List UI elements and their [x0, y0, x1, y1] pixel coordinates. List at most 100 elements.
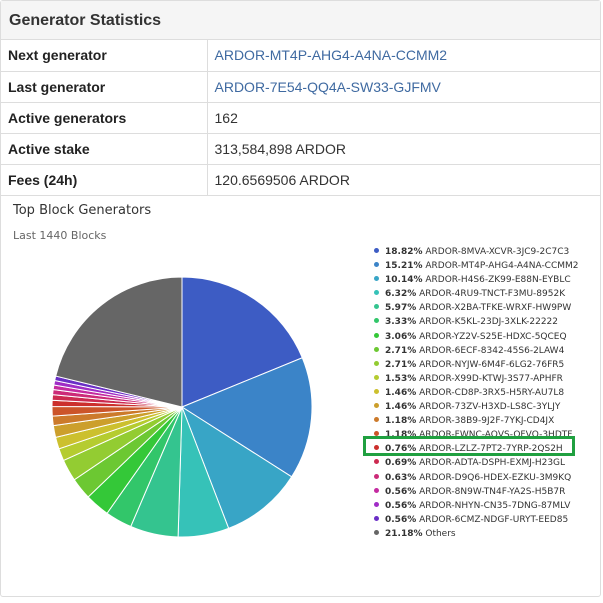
legend-dot-icon [374, 529, 379, 535]
legend-percent: 2.71% [385, 345, 417, 356]
legend-label: ARDOR-D9Q6-HDEX-EZKU-3M9KQ [416, 472, 572, 483]
legend-item[interactable]: 0.56% ARDOR-6CMZ-NDGF-URYT-EED85 [374, 513, 579, 527]
panel-title: Generator Statistics [1, 1, 600, 40]
legend-label: Others [422, 528, 456, 539]
pie-slice[interactable] [180, 357, 313, 478]
stats-key: Active generators [1, 102, 208, 134]
legend-percent: 3.06% [385, 331, 417, 342]
legend-dot-icon [374, 403, 379, 409]
stats-key: Last generator [1, 71, 208, 103]
legend-item[interactable]: 21.18% Others [374, 527, 579, 541]
stats-table: Next generator ARDOR-MT4P-AHG4-A4NA-CCMM… [1, 40, 600, 196]
legend-dot-icon [374, 473, 379, 479]
legend-item[interactable]: 3.33% ARDOR-K5KL-23DJ-3XLK-22222 [374, 315, 579, 329]
legend-dot-icon [374, 515, 379, 521]
legend-label: ARDOR-NHYN-CN35-7DNG-87MLV [416, 500, 571, 511]
legend-dot-icon [374, 431, 379, 437]
legend-item[interactable]: 6.32% ARDOR-4RU9-TNCT-F3MU-8952K [374, 287, 579, 301]
legend-percent: 1.18% [385, 430, 417, 441]
legend-label: ARDOR-LZLZ-7PT2-7YRP-2QS2H [416, 444, 563, 455]
legend-percent: 0.76% [385, 444, 417, 455]
stats-row-last-generator: Last generator ARDOR-7E54-QQ4A-SW33-GJFM… [1, 71, 600, 103]
legend-label: ARDOR-4RU9-TNCT-F3MU-8952K [416, 289, 566, 300]
legend-label: ARDOR-MT4P-AHG4-A4NA-CCMM2 [422, 261, 579, 272]
legend-item[interactable]: 0.69% ARDOR-ADTA-DSPH-EXMJ-H23GL [374, 456, 579, 470]
legend-label: ARDOR-CD8P-3RX5-H5RY-AU7L8 [416, 387, 565, 398]
legend-item[interactable]: 1.18% ARDOR-38B9-9J2F-7YKJ-CD4JX [374, 414, 579, 428]
pie-slice[interactable] [55, 276, 183, 408]
legend-percent: 1.53% [385, 373, 417, 384]
last-generator-link[interactable]: ARDOR-7E54-QQ4A-SW33-GJFMV [214, 78, 441, 95]
legend-item[interactable]: 1.46% ARDOR-CD8P-3RX5-H5RY-AU7L8 [374, 386, 579, 400]
legend-dot-icon [374, 459, 379, 465]
legend-item[interactable]: 2.71% ARDOR-6ECF-8342-45S6-2LAW4 [374, 344, 579, 358]
legend-label: ARDOR-K5KL-23DJ-3XLK-22222 [416, 317, 558, 328]
legend-item[interactable]: 0.63% ARDOR-D9Q6-HDEX-EZKU-3M9KQ [374, 471, 579, 485]
legend-label: ARDOR-8N9W-TN4F-YA2S-H5B7R [416, 486, 566, 497]
pie-slice[interactable] [181, 276, 303, 408]
legend-percent: 15.21% [385, 261, 423, 272]
legend-dot-icon [374, 388, 379, 394]
legend-percent: 0.63% [385, 472, 417, 483]
legend-item[interactable]: 3.06% ARDOR-YZ2V-S25E-HDXC-5QCEQ [374, 330, 579, 344]
stats-row-active-stake: Active stake 313,584,898 ARDOR [1, 133, 600, 165]
legend-label: ARDOR-6ECF-8342-45S6-2LAW4 [416, 345, 565, 356]
legend-percent: 2.71% [385, 359, 417, 370]
stats-key: Fees (24h) [1, 164, 208, 196]
highlight-box [363, 436, 575, 456]
legend-dot-icon [374, 276, 379, 282]
legend-percent: 1.46% [385, 402, 417, 413]
legend-percent: 21.18% [385, 528, 423, 539]
legend-item[interactable]: 1.53% ARDOR-X99D-KTWJ-3S77-APHFR [374, 372, 579, 386]
legend-percent: 0.69% [385, 458, 417, 469]
chart-title: Top Block Generators [13, 203, 152, 218]
legend-label: ARDOR-X99D-KTWJ-3S77-APHFR [416, 373, 563, 384]
legend-item[interactable]: 1.46% ARDOR-73ZV-H3XD-LS8C-3YLJY [374, 400, 579, 414]
legend-label: ARDOR-73ZV-H3XD-LS8C-3YLJY [416, 402, 561, 413]
legend-dot-icon [374, 501, 379, 507]
legend-dot-icon [374, 374, 379, 380]
legend-item[interactable]: 2.71% ARDOR-NYJW-6M4F-6LG2-76FR5 [374, 358, 579, 372]
legend-label: ARDOR-H4S6-ZK99-E88N-EYBLC [422, 275, 571, 286]
next-generator-link[interactable]: ARDOR-MT4P-AHG4-A4NA-CCMM2 [214, 47, 448, 64]
chart-subtitle: Last 1440 Blocks [13, 229, 107, 242]
stats-row-fees: Fees (24h) 120.6569506 ARDOR [1, 164, 600, 196]
legend-item[interactable]: 0.76% ARDOR-LZLZ-7PT2-7YRP-2QS2H [374, 442, 579, 456]
legend-item[interactable]: 18.82% ARDOR-8MVA-XCVR-3JC9-2C7C3 [374, 245, 579, 259]
legend-dot-icon [374, 332, 379, 338]
legend-percent: 5.97% [385, 303, 417, 314]
legend-dot-icon [374, 248, 379, 253]
legend-item[interactable]: 1.18% ARDOR-FWNC-AQVS-QFVQ-3HDTF [374, 428, 579, 442]
legend-dot-icon [374, 290, 379, 296]
legend-percent: 1.46% [385, 387, 417, 398]
legend-percent: 10.14% [385, 275, 423, 286]
legend-label: ARDOR-6CMZ-NDGF-URYT-EED85 [416, 514, 569, 525]
legend-dot-icon [374, 304, 379, 310]
pie-slice[interactable] [180, 405, 293, 529]
legend-label: ARDOR-8MVA-XCVR-3JC9-2C7C3 [422, 247, 570, 257]
fees-value: 120.6569506 ARDOR [207, 164, 600, 196]
legend-label: ARDOR-FWNC-AQVS-QFVQ-3HDTF [416, 430, 573, 441]
legend-percent: 1.18% [385, 416, 417, 427]
legend-label: ARDOR-YZ2V-S25E-HDXC-5QCEQ [416, 331, 567, 342]
legend-label: ARDOR-38B9-9J2F-7YKJ-CD4JX [416, 416, 555, 427]
legend-item[interactable]: 0.56% ARDOR-8N9W-TN4F-YA2S-H5B7R [374, 485, 579, 499]
legend-label: ARDOR-ADTA-DSPH-EXMJ-H23GL [416, 458, 566, 469]
legend-label: ARDOR-NYJW-6M4F-6LG2-76FR5 [416, 359, 565, 370]
legend-percent: 18.82% [385, 247, 423, 257]
stats-row-active-generators: Active generators 162 [1, 102, 600, 134]
legend-item[interactable]: 15.21% ARDOR-MT4P-AHG4-A4NA-CCMM2 [374, 259, 579, 273]
active-stake-value: 313,584,898 ARDOR [207, 133, 600, 165]
legend-percent: 6.32% [385, 289, 417, 300]
legend-dot-icon [374, 346, 379, 352]
legend-item[interactable]: 0.56% ARDOR-NHYN-CN35-7DNG-87MLV [374, 499, 579, 513]
legend-item[interactable]: 10.14% ARDOR-H4S6-ZK99-E88N-EYBLC [374, 273, 579, 287]
chart-legend: 18.82% ARDOR-8MVA-XCVR-3JC9-2C7C3 15.21% … [374, 245, 579, 541]
legend-dot-icon [374, 487, 379, 493]
legend-dot-icon [374, 360, 379, 366]
legend-percent: 0.56% [385, 500, 417, 511]
legend-dot-icon [374, 262, 379, 268]
legend-item[interactable]: 5.97% ARDOR-X2BA-TFKE-WRXF-HW9PW [374, 301, 579, 315]
legend-dot-icon [374, 445, 379, 451]
